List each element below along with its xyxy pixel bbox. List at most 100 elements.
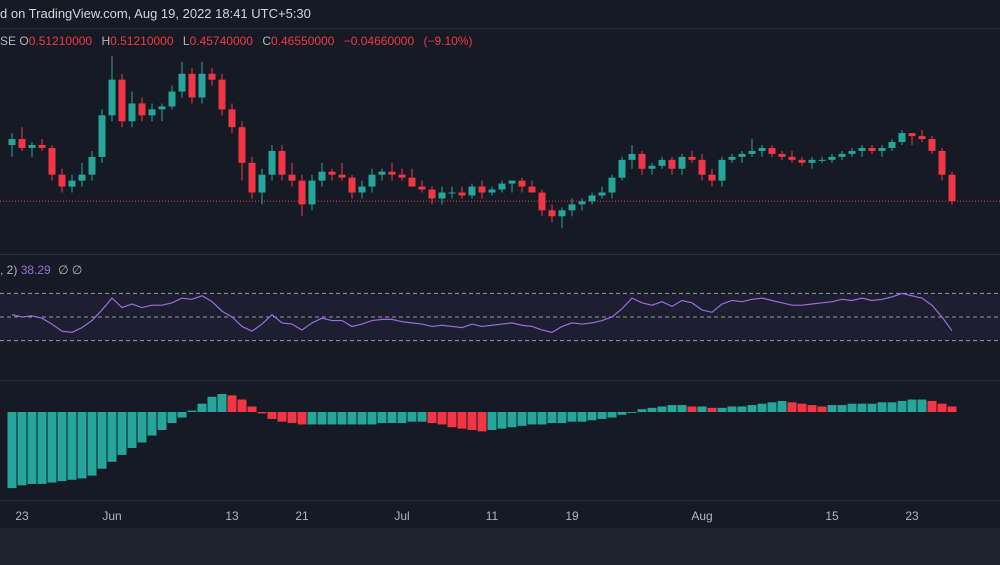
- candle-body: [388, 171, 396, 175]
- candle-body: [908, 133, 916, 137]
- histogram-bar: [847, 403, 857, 412]
- pane-divider-1[interactable]: [0, 254, 1000, 255]
- price-pane: [0, 55, 1000, 229]
- candle-body: [158, 106, 166, 110]
- time-axis-label: 11: [485, 509, 499, 523]
- close-value: 0.46550000: [270, 34, 335, 48]
- histogram-bar: [737, 406, 747, 412]
- candle-body: [838, 153, 846, 157]
- candle-body: [658, 159, 666, 166]
- candle-body: [28, 145, 36, 148]
- histogram-bar: [587, 412, 597, 421]
- candle-body: [598, 192, 606, 196]
- histogram-bar: [37, 412, 47, 484]
- histogram-bar: [217, 394, 227, 412]
- candle-body: [318, 171, 326, 181]
- candle-body: [188, 73, 196, 98]
- histogram-bar: [147, 412, 157, 436]
- histogram-pane: [7, 394, 957, 489]
- candle-body: [268, 150, 276, 175]
- histogram-bar: [297, 412, 307, 425]
- histogram-bar: [157, 412, 167, 430]
- candle-body: [788, 156, 796, 160]
- candle-body: [668, 159, 676, 169]
- histogram-bar: [227, 395, 237, 412]
- histogram-bar: [647, 407, 657, 412]
- histogram-bar: [477, 412, 487, 432]
- histogram-bar: [137, 412, 147, 443]
- histogram-bar: [617, 412, 627, 415]
- candle-body: [418, 186, 426, 190]
- histogram-bar: [257, 412, 267, 414]
- histogram-bar: [207, 396, 217, 412]
- candle-body: [518, 180, 526, 187]
- time-axis-label: 21: [295, 509, 309, 523]
- candle-body: [828, 156, 836, 160]
- histogram-bar: [917, 399, 927, 412]
- histogram-bar: [7, 412, 17, 489]
- candle-body: [538, 192, 546, 211]
- open-value: 0.51210000: [28, 34, 93, 48]
- histogram-bar: [627, 412, 637, 413]
- chart-header-text: d on TradingView.com, Aug 19, 2022 18:41…: [0, 6, 311, 21]
- candle-body: [198, 73, 206, 98]
- ohlc-legend: SE O0.51210000 H0.51210000 L0.45740000 C…: [0, 34, 479, 48]
- candle-body: [218, 79, 226, 110]
- candle-body: [628, 153, 636, 160]
- histogram-bar: [527, 412, 537, 425]
- candle-body: [578, 201, 586, 205]
- candle-body: [238, 127, 246, 163]
- candle-body: [8, 139, 16, 145]
- rsi-legend: , 2) 38.29 ∅ ∅: [0, 263, 82, 277]
- histogram-bar: [397, 412, 407, 424]
- candle-body: [228, 109, 236, 128]
- histogram-bar: [667, 405, 677, 412]
- candle-body: [168, 91, 176, 107]
- candle-body: [918, 136, 926, 140]
- candle-body: [498, 183, 506, 190]
- rsi-extra-1: ∅: [58, 263, 69, 277]
- candle-body: [848, 150, 856, 154]
- histogram-bar: [837, 405, 847, 412]
- candle-body: [678, 156, 686, 169]
- candle-body: [688, 156, 696, 160]
- candle-body: [48, 147, 56, 175]
- histogram-bar: [907, 399, 917, 412]
- chart-header: d on TradingView.com, Aug 19, 2022 18:41…: [0, 0, 1000, 28]
- histogram-bar: [377, 412, 387, 424]
- histogram-bar: [567, 412, 577, 422]
- candle-body: [378, 171, 386, 175]
- histogram-bar: [327, 412, 337, 425]
- chart-canvas[interactable]: [0, 0, 1000, 528]
- candle-body: [558, 210, 566, 217]
- candle-body: [208, 73, 216, 80]
- histogram-bar: [27, 412, 37, 484]
- candle-body: [348, 177, 356, 193]
- candle-body: [608, 177, 616, 193]
- histogram-bar: [117, 412, 127, 455]
- histogram-bar: [937, 403, 947, 412]
- change-percent: (−9.10%): [423, 34, 473, 48]
- candle-body: [718, 159, 726, 181]
- time-axis-label: 23: [905, 509, 919, 523]
- candle-body: [328, 171, 336, 175]
- high-value: 0.51210000: [110, 34, 174, 48]
- low-label: L: [182, 34, 190, 48]
- pane-divider-2[interactable]: [0, 380, 1000, 381]
- histogram-bar: [317, 412, 327, 425]
- candle-body: [38, 145, 46, 148]
- candle-body: [898, 133, 906, 143]
- histogram-bar: [357, 412, 367, 425]
- histogram-bar: [57, 412, 67, 482]
- candle-body: [778, 153, 786, 157]
- histogram-bar: [887, 402, 897, 412]
- open-label: O: [19, 34, 29, 48]
- candle-body: [118, 79, 126, 122]
- candle-body: [728, 156, 736, 160]
- candle-body: [818, 159, 826, 161]
- histogram-bar: [277, 412, 287, 422]
- pane-divider-3[interactable]: [0, 500, 1000, 501]
- histogram-bar: [287, 412, 297, 424]
- histogram-bar: [247, 406, 257, 412]
- candle-body: [528, 186, 536, 193]
